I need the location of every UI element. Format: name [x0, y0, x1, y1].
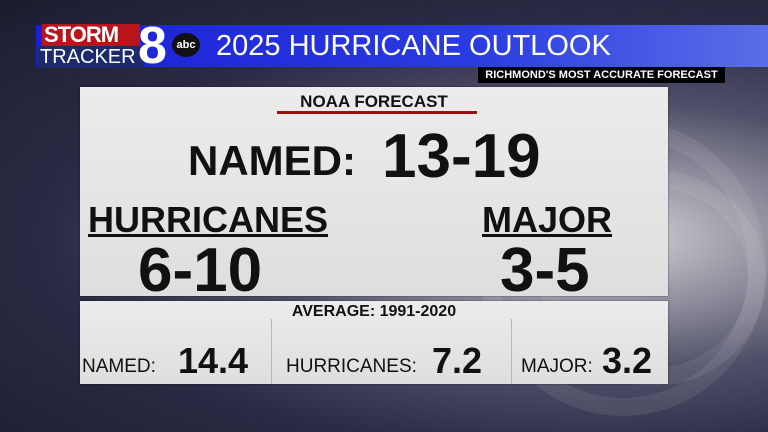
average-heading: AVERAGE: 1991-2020 — [291, 303, 457, 320]
named-value: 13-19 — [382, 122, 541, 191]
hurricanes-label: HURRICANES — [88, 199, 329, 240]
header-bar — [36, 25, 768, 67]
divider — [271, 319, 272, 384]
noaa-heading: NOAA FORECAST — [300, 92, 448, 111]
hurricanes-value: 6-10 — [138, 236, 263, 305]
avg-hurricanes-label: HURRICANES: — [286, 356, 417, 377]
abc-logo-icon: abc — [172, 33, 200, 57]
logo-tracker: TRACKER — [38, 46, 144, 68]
logo-storm: STORM — [42, 24, 140, 46]
major-value: 3-5 — [500, 236, 590, 305]
logo-eight: 8 — [138, 17, 167, 75]
storm-tracker-8-logo: STORM TRACKER 8 abc — [38, 17, 203, 75]
major-label: MAJOR — [482, 199, 613, 240]
divider — [511, 319, 512, 384]
avg-named-label: NAMED: — [82, 356, 156, 377]
page-title: 2025 HURRICANE OUTLOOK — [216, 30, 611, 62]
tagline: RICHMOND'S MOST ACCURATE FORECAST — [478, 67, 725, 83]
avg-major-value: 3.2 — [602, 340, 653, 381]
avg-major-label: MAJOR: — [521, 356, 593, 377]
noaa-forecast-panel: NOAA FORECAST NAMED: 13-19 HURRICANES 6-… — [80, 87, 668, 305]
average-panel: AVERAGE: 1991-2020 NAMED: 14.4 HURRICANE… — [80, 301, 668, 384]
avg-hurricanes-value: 7.2 — [432, 340, 483, 381]
named-label: NAMED: — [188, 137, 356, 184]
avg-named-value: 14.4 — [178, 340, 249, 381]
heading-underline — [277, 111, 477, 114]
